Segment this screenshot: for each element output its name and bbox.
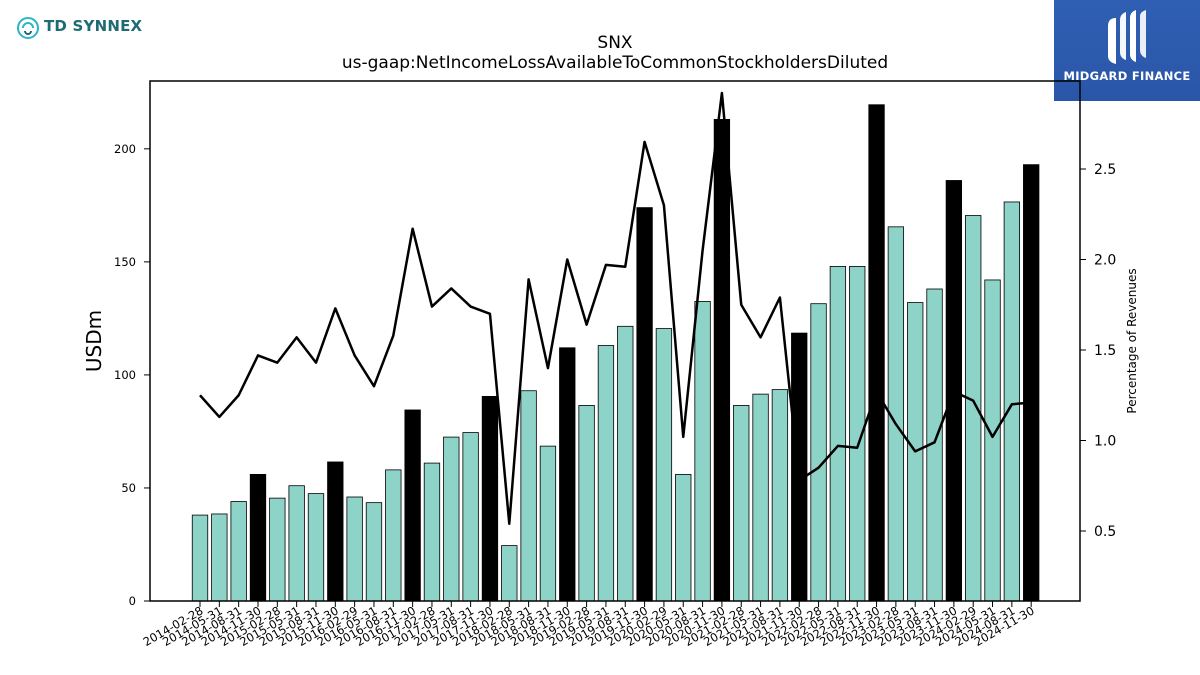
midgard-finance-logo-icon <box>1108 10 1146 64</box>
bar <box>733 405 750 602</box>
bar <box>791 332 808 602</box>
bar <box>462 432 479 602</box>
midgard-finance-logo: MIDGARD FINANCE <box>1054 0 1200 101</box>
line-series <box>199 91 1032 526</box>
bar <box>713 119 731 602</box>
bar <box>327 461 344 602</box>
bar <box>984 279 1001 602</box>
y-axis: 0 50 100 150 200 <box>114 142 150 608</box>
y-tick-label: 50 <box>121 481 136 495</box>
bar <box>636 207 653 602</box>
plot-frame <box>149 80 1081 602</box>
bar <box>404 409 421 602</box>
bar <box>481 395 499 602</box>
bar <box>655 328 673 602</box>
bar <box>520 390 537 602</box>
bar <box>307 493 325 602</box>
bar <box>365 502 383 602</box>
bar <box>346 496 363 602</box>
bar <box>211 513 228 602</box>
midgard-finance-logo-text: MIDGARD FINANCE <box>1063 69 1191 83</box>
series-line <box>199 91 1032 526</box>
bar <box>443 436 460 602</box>
y2-tick-label: 2.0 <box>1094 253 1116 269</box>
bar-series <box>191 104 1040 602</box>
y2-axis: 0.5 1.0 1.5 2.0 2.5 <box>1080 162 1116 540</box>
bar <box>191 514 209 602</box>
bar <box>501 545 518 602</box>
bar <box>675 473 692 602</box>
bar <box>423 462 441 602</box>
td-synnex-logo: TD SYNNEX <box>16 16 146 40</box>
x-axis: 2014-02-282014-05-312014-08-312014-11-30… <box>141 601 1037 649</box>
bar <box>771 389 789 602</box>
bar <box>752 393 769 602</box>
bar <box>288 485 305 602</box>
y-tick-label: 200 <box>114 142 136 156</box>
bar <box>694 301 711 602</box>
bar <box>829 265 847 602</box>
chart-subtitle: us-gaap:NetIncomeLossAvailableToCommonSt… <box>342 53 888 73</box>
bar <box>617 325 634 602</box>
y-axis-label: USDm <box>82 310 106 372</box>
bar <box>810 303 827 602</box>
y2-tick-label: 2.5 <box>1094 162 1116 178</box>
y-tick-label: 100 <box>114 368 136 382</box>
bar <box>1003 201 1021 602</box>
y2-tick-label: 1.5 <box>1094 343 1116 359</box>
bar <box>559 347 576 602</box>
bar <box>597 345 615 602</box>
chart-title: SNX <box>597 33 633 53</box>
bar <box>385 469 402 602</box>
td-synnex-logo-text: TD SYNNEX <box>44 17 143 35</box>
bar <box>539 445 557 602</box>
y2-axis-label: Percentage of Revenues <box>1125 268 1139 413</box>
y-tick-label: 0 <box>129 594 136 608</box>
y2-tick-label: 0.5 <box>1094 524 1116 540</box>
bar <box>230 501 247 602</box>
td-synnex-logo-icon <box>17 17 39 39</box>
y-tick-label: 150 <box>114 255 136 269</box>
bar <box>1023 164 1040 602</box>
bar <box>249 473 267 602</box>
y2-tick-label: 1.0 <box>1094 434 1116 450</box>
bar <box>269 497 286 602</box>
bar <box>868 104 885 602</box>
bar <box>578 405 595 602</box>
